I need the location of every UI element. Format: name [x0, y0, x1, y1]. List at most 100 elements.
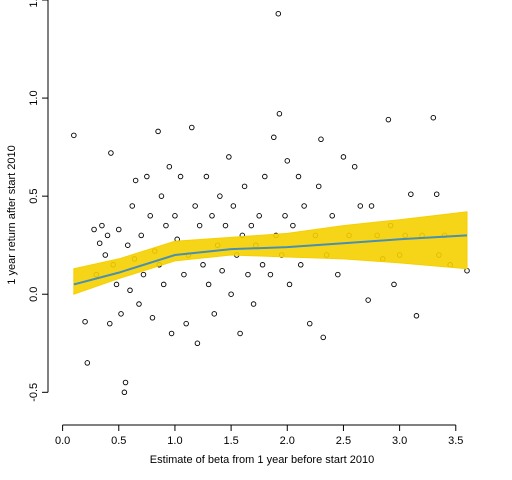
- point: [248, 222, 255, 229]
- point: [132, 177, 139, 184]
- point: [91, 226, 97, 233]
- point: [298, 262, 304, 268]
- y-tick-label: -0.5: [28, 383, 40, 402]
- bootstrap-band: [73, 211, 468, 295]
- point: [125, 242, 131, 248]
- point: [104, 232, 111, 239]
- x-tick-label: 0.5: [111, 435, 126, 447]
- point: [275, 10, 282, 17]
- point: [271, 134, 277, 141]
- point: [217, 193, 223, 199]
- y-tick-label: 1.0: [28, 90, 40, 105]
- point: [155, 128, 161, 135]
- point: [430, 114, 437, 121]
- point: [172, 213, 178, 219]
- point: [245, 271, 251, 278]
- point: [158, 193, 165, 199]
- point: [222, 222, 229, 229]
- point: [205, 281, 212, 288]
- point: [318, 136, 324, 143]
- point: [140, 271, 147, 278]
- point: [340, 154, 347, 160]
- point: [116, 226, 122, 233]
- point: [301, 203, 307, 209]
- x-tick-label: 3.0: [392, 435, 407, 447]
- point: [335, 271, 341, 278]
- y-tick-label: 0.5: [28, 189, 40, 204]
- point: [295, 173, 302, 180]
- point: [230, 203, 237, 209]
- smooth-line: [73, 234, 468, 286]
- x-axis-label: Estimate of beta from 1 year before star…: [150, 454, 374, 466]
- point: [127, 287, 133, 294]
- point: [365, 297, 371, 303]
- point: [306, 320, 313, 327]
- point: [237, 330, 243, 337]
- x-tick-label: 2.5: [336, 435, 351, 447]
- y-axis-label: 1 year return after start 2010: [6, 145, 18, 284]
- point: [99, 222, 105, 229]
- point: [211, 311, 218, 317]
- point: [122, 379, 129, 386]
- point: [433, 191, 440, 197]
- point: [160, 281, 167, 288]
- point: [113, 281, 120, 288]
- point: [250, 301, 257, 307]
- x-tick-label: 2.0: [280, 435, 295, 447]
- point: [209, 213, 215, 219]
- point: [391, 281, 397, 288]
- y-tick-label: 1.5: [28, 0, 40, 8]
- point: [259, 262, 266, 268]
- point: [118, 311, 124, 317]
- point: [262, 173, 268, 180]
- point: [138, 232, 144, 239]
- point: [149, 315, 156, 321]
- point: [290, 222, 296, 229]
- point: [284, 158, 291, 164]
- point: [136, 301, 142, 307]
- point: [282, 213, 288, 219]
- point: [200, 262, 206, 268]
- point: [385, 116, 392, 123]
- point: [203, 173, 210, 180]
- point: [276, 111, 283, 117]
- point: [351, 163, 358, 170]
- point: [166, 163, 173, 170]
- point: [226, 154, 232, 160]
- point: [181, 271, 187, 278]
- point: [129, 203, 136, 209]
- point: [368, 203, 375, 209]
- point: [320, 334, 326, 341]
- point: [357, 203, 364, 209]
- point: [228, 291, 234, 297]
- point: [71, 132, 77, 139]
- point: [121, 389, 128, 396]
- point: [267, 271, 274, 278]
- point: [413, 313, 420, 319]
- point: [189, 124, 195, 131]
- point: [177, 173, 184, 180]
- point: [194, 340, 201, 347]
- point: [219, 267, 225, 274]
- point: [315, 183, 322, 190]
- point: [329, 213, 335, 219]
- point: [192, 203, 198, 209]
- point: [163, 222, 169, 229]
- x-tick-label: 1.5: [223, 435, 238, 447]
- point: [102, 252, 109, 258]
- point: [168, 330, 175, 337]
- point: [241, 183, 248, 190]
- point: [256, 213, 262, 219]
- point: [96, 240, 103, 246]
- point: [82, 318, 88, 325]
- x-tick-label: 3.5: [448, 435, 463, 447]
- point: [107, 320, 113, 327]
- point: [408, 191, 414, 197]
- point: [286, 281, 293, 288]
- x-tick-label: 0.0: [55, 435, 70, 447]
- point: [84, 360, 91, 366]
- point: [183, 320, 189, 327]
- y-tick-label: 0.0: [28, 287, 40, 302]
- point: [147, 213, 153, 219]
